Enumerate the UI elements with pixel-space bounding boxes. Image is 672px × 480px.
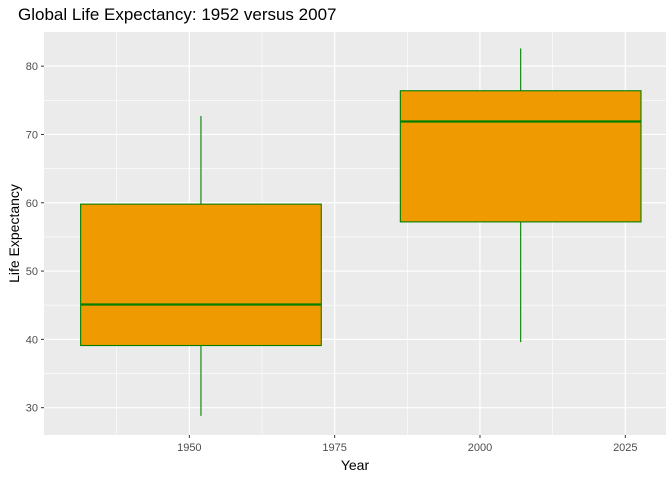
y-tick-label: 80 [26,61,38,73]
y-axis-ticks: 30 40 50 60 70 80 [26,61,44,415]
x-axis-title: Year [341,457,370,473]
y-tick-label: 60 [26,198,38,210]
boxes-layer [80,48,642,416]
box-2007 [399,48,642,343]
y-tick-label: 70 [26,129,38,141]
y-tick-label: 30 [26,403,38,415]
x-axis-ticks: 1950 1975 2000 2025 [177,435,638,454]
x-tick-label: 1975 [322,442,346,454]
y-tick-label: 50 [26,266,38,278]
x-tick-label: 1950 [177,442,201,454]
y-axis-title: Life Expectancy [6,184,22,283]
x-tick-label: 2000 [468,442,492,454]
iqr-box [399,90,642,223]
chart-title: Global Life Expectancy: 1952 versus 2007 [18,5,337,24]
iqr-box [80,203,322,347]
box-1952 [80,116,322,416]
y-tick-label: 40 [26,334,38,346]
x-tick-label: 2025 [613,442,637,454]
